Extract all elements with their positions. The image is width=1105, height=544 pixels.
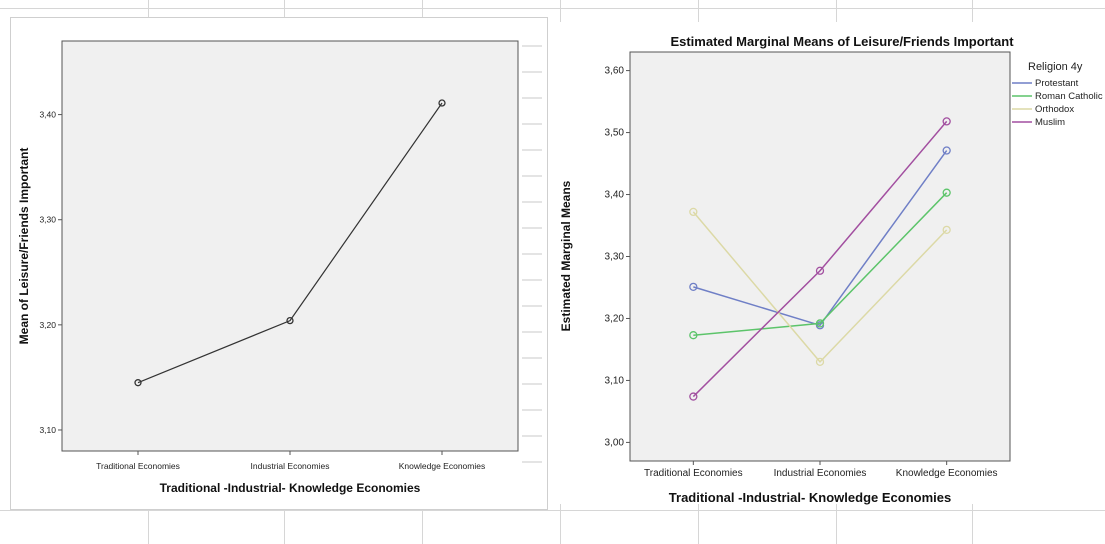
x-tick-label: Knowledge Economies [399, 461, 485, 471]
legend-label: Protestant [1035, 78, 1079, 89]
data-point [689, 282, 698, 292]
x-tick-label: Knowledge Economies [896, 468, 998, 479]
y-axis-ticks: 3,10 3,20 3,30 3,40 [39, 110, 62, 435]
data-point [942, 225, 951, 235]
legend-title: Religion 4y [1028, 61, 1083, 73]
series-line [692, 211, 948, 363]
right-chart: Estimated Marginal Means of Leisure/Frie… [559, 34, 1103, 505]
legend: Religion 4y Protestant Roman Catholic Orth… [1012, 61, 1103, 128]
y-axis-ticks: 3,00 3,10 3,20 3,30 3,40 3,50 3,60 [605, 66, 630, 448]
y-tick-label: 3,50 [605, 128, 625, 139]
series-lines [134, 99, 446, 387]
y-axis-title: Mean of Leisure/Friends Important [17, 148, 31, 345]
data-point [689, 331, 698, 340]
chart-title: Estimated Marginal Means of Leisure/Frie… [670, 34, 1014, 49]
y-tick-label: 3,00 [605, 437, 625, 448]
data-point [942, 146, 951, 155]
y-tick-label: 3,10 [605, 375, 625, 386]
series-lines [689, 117, 951, 401]
data-point [286, 316, 294, 325]
x-axis-ticks: Traditional Economies Industrial Economie… [96, 451, 485, 471]
legend-label: Muslim [1035, 117, 1065, 128]
data-point [689, 207, 698, 217]
y-tick-label: 3,30 [605, 252, 625, 263]
data-point [942, 117, 951, 126]
x-tick-label: Industrial Economies [251, 461, 330, 471]
x-axis-title: Traditional -Industrial- Knowledge Econo… [160, 481, 421, 495]
data-point [689, 392, 698, 401]
legend-label: Orthodox [1035, 104, 1074, 115]
left-chart: 3,10 3,20 3,30 3,40 Traditional Economies In… [17, 40, 542, 495]
grid-line [0, 510, 1105, 511]
y-tick-label: 3,60 [605, 66, 625, 77]
y-tick-label: 3,10 [39, 425, 56, 435]
data-point [815, 266, 825, 275]
data-point [438, 99, 446, 107]
legend-items: Protestant Roman Catholic Orthodox Muslim [1012, 78, 1103, 128]
data-point [134, 379, 142, 387]
x-axis-title: Traditional -Industrial- Knowledge Econo… [669, 490, 951, 505]
grid-line [0, 8, 1105, 9]
series-line [693, 192, 948, 336]
y-axis-title: Estimated Marginal Means [559, 180, 573, 331]
series-line [693, 150, 948, 327]
x-tick-label: Traditional Economies [644, 468, 743, 479]
data-point [942, 188, 951, 197]
y-tick-label: 3,40 [39, 110, 56, 120]
legend-label: Roman Catholic [1035, 91, 1103, 102]
x-tick-label: Traditional Economies [96, 461, 180, 471]
y-tick-label: 3,20 [605, 313, 625, 324]
plot-area [61, 40, 519, 452]
data-point [815, 319, 825, 328]
series-line [692, 120, 948, 398]
plot-area [629, 51, 1011, 462]
y-tick-label: 3,30 [39, 215, 56, 225]
plot-edge-ticks [522, 45, 542, 463]
series-line [137, 102, 443, 384]
x-axis-ticks: Traditional Economies Industrial Economie… [644, 461, 998, 479]
y-tick-label: 3,20 [39, 320, 56, 330]
y-tick-label: 3,40 [605, 190, 625, 201]
x-tick-label: Industrial Economies [774, 468, 867, 479]
data-point [815, 357, 825, 366]
